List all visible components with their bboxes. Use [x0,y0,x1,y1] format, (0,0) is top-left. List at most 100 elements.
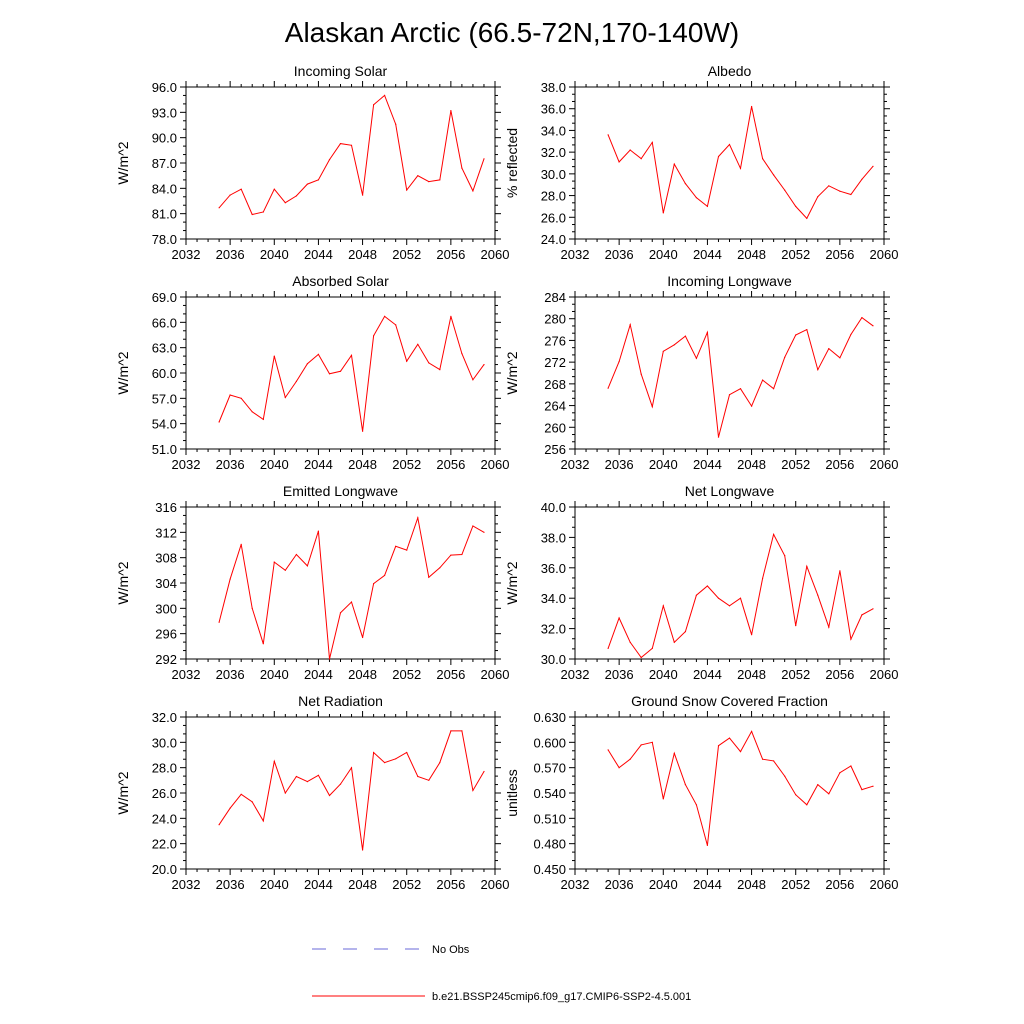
x-tick-label: 2036 [605,247,634,262]
data-point [795,625,797,627]
data-point [806,804,808,806]
y-tick-label: 78.0 [152,232,177,247]
data-point [695,197,698,199]
data-point [684,784,687,786]
series-line-0 [218,94,485,216]
data-point [350,354,353,356]
series-line-0 [607,730,874,846]
data-point [439,179,441,181]
data-point [251,411,253,413]
data-point [651,647,653,650]
data-point [872,165,874,167]
x-tick-label: 2040 [649,877,678,892]
y-tick-label: 81.0 [152,207,177,222]
data-point [240,397,242,399]
data-point [618,361,620,363]
y-tick-label: 0.540 [533,786,566,801]
data-point [728,143,731,146]
data-point [828,185,830,187]
data-point [717,436,720,438]
data-point [817,369,819,371]
data-point [662,350,664,352]
data-point [218,421,220,423]
data-point [673,163,675,165]
data-point [784,189,786,191]
data-point [728,605,731,607]
data-point [629,641,631,643]
x-tick-label: 2044 [693,247,722,262]
data-point [618,767,620,769]
x-tick-label: 2048 [737,247,766,262]
series-line-0 [607,316,874,438]
data-point [262,820,264,822]
x-tick-label: 2060 [870,457,899,472]
y-tick-label: 32.0 [541,622,566,637]
y-tick-label: 87.0 [152,156,177,171]
data-point [362,849,364,851]
data-point [218,207,220,209]
data-point [439,762,441,764]
data-point [317,530,319,532]
data-point [406,360,408,362]
x-tick-label: 2032 [172,667,201,682]
y-axis-label: W/m^2 [115,141,131,184]
data-point [295,553,297,556]
y-axis-label: W/m^2 [115,561,131,604]
data-point [828,348,830,350]
data-point [406,751,408,754]
data-point [417,517,419,519]
y-tick-label: 0.600 [533,735,566,750]
y-tick-label: 0.570 [533,761,566,776]
y-axis-label: unitless [504,769,520,816]
y-axis-label: W/m^2 [504,351,520,394]
y-tick-label: 0.510 [533,811,566,826]
data-point [328,159,331,161]
data-point [607,749,609,751]
y-tick-label: 268 [544,377,566,392]
data-point [472,789,474,792]
data-point [328,658,331,660]
data-point [395,123,397,125]
data-point [861,789,863,791]
data-point [229,807,231,809]
data-point [262,211,264,213]
data-point [673,344,675,346]
data-point [872,325,874,327]
data-point [218,621,220,623]
panel-title: Net Radiation [298,693,383,709]
data-point [784,356,786,358]
x-tick-label: 2032 [561,877,590,892]
data-point [861,178,863,180]
data-point [450,730,452,732]
data-point [762,577,764,580]
data-point [417,175,419,177]
x-tick-label: 2040 [649,457,678,472]
data-point [450,315,452,317]
data-point [839,357,841,359]
x-tick-label: 2044 [304,667,333,682]
data-point [461,353,463,355]
data-point [384,94,386,96]
panel-title: Net Longwave [685,483,775,499]
data-point [295,195,297,197]
data-point [306,781,308,783]
x-tick-label: 2032 [172,877,201,892]
data-point [273,561,275,563]
data-point [828,793,830,795]
legend: No Obs b.e21.BSSP245cmip6.f09_g17.CMIP6-S… [312,944,691,1003]
data-point [850,333,852,336]
data-point [607,647,609,650]
x-tick-label: 2032 [172,457,201,472]
data-point [773,760,775,762]
data-point [472,525,474,527]
data-point [673,752,675,754]
data-point [306,363,308,365]
x-tick-label: 2036 [605,667,634,682]
y-tick-label: 63.0 [152,341,177,356]
data-point [651,406,653,408]
y-tick-label: 284 [544,290,566,305]
data-point [817,594,819,596]
data-point [350,601,353,603]
data-point [773,533,775,536]
